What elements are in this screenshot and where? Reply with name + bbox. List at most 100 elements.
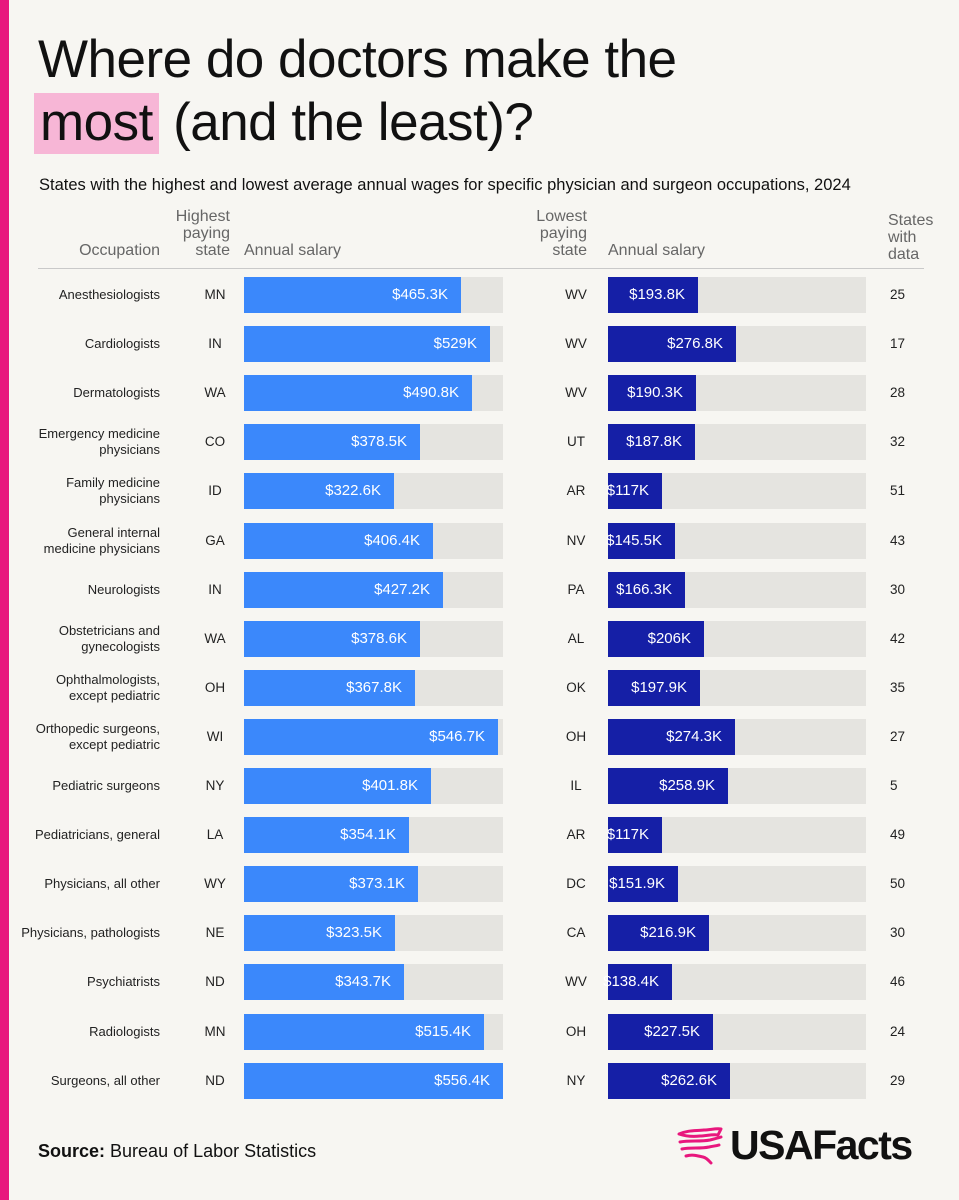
table-row: Anesthesiologists MN $465.3K WV $193.8K 25: [0, 277, 959, 313]
low-salary-value: $166.3K: [616, 581, 672, 598]
high-salary-value: $546.7K: [429, 728, 485, 745]
lowest-state: OH: [565, 1024, 587, 1039]
low-salary-bar: [608, 768, 728, 804]
low-salary-bar: [608, 277, 698, 313]
occupation-label: Pediatricians, general: [0, 817, 160, 853]
high-salary-bar: [244, 572, 443, 608]
low-bar-track: $274.3K: [608, 719, 866, 755]
occupation-label: Physicians, all other: [0, 866, 160, 902]
lowest-state: UT: [567, 434, 585, 449]
low-bar-track: $166.3K: [608, 572, 866, 608]
low-salary-value: $151.9K: [609, 875, 665, 892]
high-bar-track: $378.5K: [244, 424, 503, 460]
table-row: Neurologists IN $427.2K PA $166.3K 30: [0, 572, 959, 608]
occupation-label-lines: Obstetricians and gynecologists: [59, 623, 160, 655]
header-lowest-state: Lowest paying state: [520, 208, 587, 259]
occupation-label: Neurologists: [0, 572, 160, 608]
header-salary-high: Annual salary: [244, 242, 341, 259]
header-salary-low: Annual salary: [608, 242, 705, 259]
high-salary-value: $343.7K: [335, 973, 391, 990]
lowest-state: WV: [565, 287, 587, 302]
states-with-data-count: 35: [890, 680, 906, 695]
header-lowest-line: paying: [539, 225, 587, 242]
header-highest-line: paying: [182, 225, 230, 242]
highest-state: MN: [204, 287, 226, 302]
low-bar-track: $117K: [607, 473, 866, 509]
high-bar-track: $354.1K: [244, 817, 503, 853]
table-row: Radiologists MN $515.4K OH $227.5K 24: [0, 1014, 959, 1050]
highest-state: CO: [204, 434, 226, 449]
occupation-label: General internal medicine physicians: [0, 523, 160, 559]
occupation-label-lines: Radiologists: [89, 1024, 160, 1040]
low-salary-value: $227.5K: [644, 1023, 700, 1040]
occupation-label-line: Neurologists: [87, 582, 160, 597]
low-bar-track: $216.9K: [608, 915, 866, 951]
highest-state: WA: [204, 385, 226, 400]
high-bar-track: $323.5K: [244, 915, 503, 951]
highest-state: NE: [205, 925, 225, 940]
table-row: Ophthalmologists, except pediatric OH $367.…: [0, 670, 959, 706]
high-bar-track: $373.1K: [244, 866, 503, 902]
high-bar-track: $406.4K: [244, 523, 503, 559]
states-with-data-count: 46: [890, 974, 906, 989]
table-row: Dermatologists WA $490.8K WV $190.3K 28: [0, 375, 959, 411]
lowest-state: NV: [566, 533, 586, 548]
table-row: Psychiatrists ND $343.7K WV $138.4K 46: [0, 964, 959, 1000]
high-salary-value: $354.1K: [340, 826, 396, 843]
states-with-data-count: 5: [890, 778, 898, 793]
high-bar-track: $401.8K: [244, 768, 503, 804]
states-with-data-count: 50: [890, 876, 906, 891]
low-bar-track: $145.5K: [606, 523, 866, 559]
low-bar-track: $276.8K: [608, 326, 866, 362]
occupation-label-line: Cardiologists: [84, 336, 160, 351]
low-bar-track: $206K: [608, 621, 866, 657]
title-line-2: most (and the least)?: [34, 93, 677, 154]
low-bar-track: $151.9K: [608, 866, 866, 902]
header-states-line: data: [888, 246, 920, 263]
header-highest-line: state: [195, 242, 230, 259]
high-salary-value: $401.8K: [362, 777, 418, 794]
table-row: Pediatricians, general LA $354.1K AR $117K 49: [0, 817, 959, 853]
occupation-label-lines: Physicians, all other: [44, 876, 160, 892]
occupation-label: Physicians, pathologists: [0, 915, 160, 951]
occupation-label-lines: Dermatologists: [73, 385, 160, 401]
occupation-label: Anesthesiologists: [0, 277, 160, 313]
low-salary-value: $197.9K: [631, 679, 687, 696]
high-salary-value: $529K: [433, 335, 477, 352]
header-states-line: States: [888, 212, 934, 229]
high-salary-value: $378.6K: [351, 630, 407, 647]
lowest-state: AL: [567, 631, 585, 646]
low-salary-bar: [608, 866, 678, 902]
low-salary-value: $262.6K: [661, 1072, 717, 1089]
occupation-label-lines: Physicians, pathologists: [21, 925, 160, 941]
header-highest-state: Highest paying state: [162, 208, 230, 259]
high-salary-bar: [244, 473, 394, 509]
states-with-data-count: 51: [890, 483, 906, 498]
states-with-data-count: 28: [890, 385, 906, 400]
states-with-data-count: 49: [890, 827, 906, 842]
low-salary-value: $206K: [647, 630, 691, 647]
title-highlight: most: [34, 93, 159, 154]
low-salary-value: $216.9K: [640, 924, 696, 941]
table-row: Family medicine physicians ID $322.6K AR $117…: [0, 473, 959, 509]
table-row: Emergency medicine physicians CO $378.5K UT $…: [0, 424, 959, 460]
high-salary-bar: [244, 326, 490, 362]
header-occupation: Occupation: [79, 242, 160, 259]
high-salary-value: $515.4K: [415, 1023, 471, 1040]
states-with-data-count: 29: [890, 1073, 906, 1088]
low-bar-track: $227.5K: [608, 1014, 866, 1050]
high-salary-bar: [244, 915, 395, 951]
table-row: Cardiologists IN $529K WV $276.8K 17: [0, 326, 959, 362]
occupation-label-lines: Anesthesiologists: [59, 287, 160, 303]
occupation-label-lines: Family medicine physicians: [66, 475, 160, 507]
low-salary-bar: [608, 621, 704, 657]
table-row: Physicians, pathologists NE $323.5K CA $216.…: [0, 915, 959, 951]
low-bar-track: $117K: [607, 817, 866, 853]
title-line-1: Where do doctors make the: [38, 30, 677, 89]
high-salary-value: $373.1K: [349, 875, 405, 892]
high-salary-value: $406.4K: [364, 532, 420, 549]
low-salary-bar: [608, 817, 662, 853]
high-bar-track: $465.3K: [244, 277, 503, 313]
low-salary-bar: [608, 915, 709, 951]
occupation-label: Family medicine physicians: [0, 473, 160, 509]
